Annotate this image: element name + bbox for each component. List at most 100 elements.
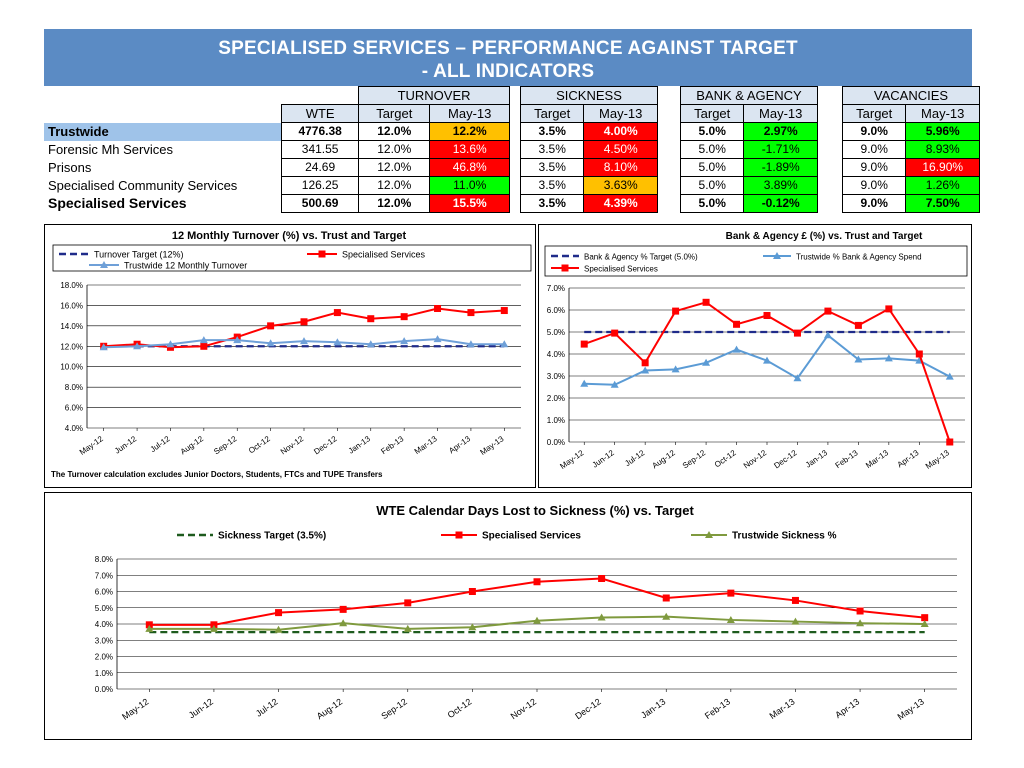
- y-tick-label: 2.0%: [547, 394, 565, 403]
- actual-cell: 15.5%: [429, 194, 510, 213]
- table-row: 3.5% 8.10%: [519, 158, 658, 177]
- legend-box: [544, 245, 968, 277]
- table-row: 3.5% 3.63%: [519, 176, 658, 195]
- bank-agency-chart-panel: Bank & Agency £ (%) vs. Trust and Target…: [538, 224, 972, 488]
- data-point: [641, 366, 650, 374]
- table-row: 5.0% -0.12%: [679, 194, 818, 213]
- x-tick-label: Sep-12: [379, 696, 409, 721]
- x-tick-label: Feb-13: [379, 434, 405, 456]
- data-point: [366, 340, 375, 348]
- y-tick-label: 5.0%: [547, 328, 565, 337]
- target-cell: 5.0%: [679, 122, 745, 141]
- x-tick-label: Aug-12: [179, 434, 206, 456]
- x-tick-label: Jun-12: [591, 448, 617, 470]
- y-tick-label: 6.0%: [95, 588, 113, 597]
- x-tick-label: Feb-13: [703, 696, 732, 721]
- x-tick-label: Mar-13: [864, 448, 890, 470]
- y-tick-label: 6.0%: [65, 404, 83, 413]
- row-label: Specialised Community Services: [48, 178, 238, 193]
- data-point: [854, 355, 863, 363]
- legend-label: Sickness Target (3.5%): [218, 531, 326, 542]
- data-point: [823, 331, 832, 339]
- turnover-chart: 12 Monthly Turnover (%) vs. Trust and Ta…: [51, 230, 532, 479]
- data-point: [727, 589, 735, 597]
- x-tick-label: Nov-12: [509, 696, 539, 721]
- table-row: Specialised Community Services 126.25 12.0…: [44, 176, 510, 195]
- data-point: [300, 318, 308, 326]
- data-point: [434, 304, 442, 312]
- data-point: [99, 343, 108, 351]
- turnover-chart-panel: 12 Monthly Turnover (%) vs. Trust and Ta…: [44, 224, 536, 488]
- legend-marker: [100, 261, 108, 268]
- row-label: Prisons: [48, 160, 92, 175]
- y-tick-label: 0.0%: [95, 685, 113, 694]
- kpi-table-area: TURNOVER WTE Target May-13 Trustwide 4776…: [44, 86, 984, 220]
- y-tick-label: 7.0%: [547, 284, 565, 293]
- x-tick-label: May-12: [78, 434, 105, 457]
- target-cell: 12.0%: [358, 194, 431, 213]
- legend-marker: [773, 252, 781, 259]
- data-point: [856, 607, 864, 615]
- legend-marker: [455, 531, 463, 539]
- x-tick-label: Feb-13: [834, 448, 860, 470]
- data-point: [145, 621, 153, 629]
- x-tick-label: May-13: [478, 434, 505, 457]
- data-point: [580, 340, 588, 348]
- data-point: [856, 619, 865, 627]
- header-month: May-13: [905, 104, 980, 123]
- table-row: 9.0% 5.96%: [841, 122, 980, 141]
- data-point: [468, 623, 477, 631]
- data-point: [433, 335, 442, 343]
- x-tick-label: Dec-12: [573, 696, 603, 721]
- header-bank-agency: BANK & AGENCY: [680, 86, 818, 105]
- actual-cell: 3.63%: [583, 176, 658, 195]
- target-cell: 5.0%: [679, 158, 745, 177]
- data-point: [793, 329, 801, 337]
- data-point: [598, 575, 606, 582]
- table-row: 5.0% 2.97%: [679, 122, 818, 141]
- y-tick-label: 14.0%: [60, 322, 83, 331]
- target-cell: 5.0%: [679, 176, 745, 195]
- target-cell: 3.5%: [519, 158, 585, 177]
- data-point: [274, 625, 283, 633]
- y-tick-label: 4.0%: [547, 350, 565, 359]
- target-cell: 12.0%: [358, 140, 431, 159]
- wte-cell: 500.69: [281, 194, 360, 213]
- wte-cell: 4776.38: [281, 122, 360, 141]
- kpi-table-vacancies: VACANCIES Target May-13 9.0% 5.96% 9.0% 8.9…: [841, 86, 980, 213]
- y-tick-label: 12.0%: [60, 342, 83, 351]
- target-cell: 9.0%: [841, 122, 907, 141]
- table-row: Prisons 24.69 12.0% 46.8%: [44, 158, 510, 177]
- data-point: [166, 340, 175, 348]
- data-point: [210, 621, 218, 629]
- data-point: [726, 615, 735, 623]
- target-cell: 12.0%: [358, 122, 431, 141]
- legend-label: Trustwide Sickness %: [732, 531, 837, 542]
- actual-cell: 12.2%: [429, 122, 510, 141]
- data-point: [662, 612, 671, 620]
- table-row: Trustwide 4776.38 12.0% 12.2%: [44, 122, 510, 141]
- wte-cell: 24.69: [281, 158, 360, 177]
- bank-agency-chart: Bank & Agency £ (%) vs. Trust and Target…: [544, 231, 968, 471]
- title-line-2: - ALL INDICATORS: [421, 61, 595, 82]
- data-point: [209, 624, 218, 632]
- x-tick-label: Sep-12: [681, 448, 708, 470]
- x-tick-label: Dec-12: [312, 434, 339, 456]
- header-month: May-13: [743, 104, 818, 123]
- x-tick-label: Jul-12: [149, 434, 172, 454]
- data-point: [824, 307, 832, 315]
- data-point: [339, 619, 348, 627]
- data-point: [333, 338, 342, 346]
- data-point: [580, 379, 589, 387]
- header-wte: WTE: [281, 104, 360, 123]
- row-label: Trustwide: [44, 122, 282, 141]
- actual-cell: 2.97%: [743, 122, 818, 141]
- x-tick-label: May-12: [558, 448, 585, 471]
- x-tick-label: Sep-12: [212, 434, 239, 456]
- data-point: [946, 438, 954, 446]
- target-cell: 3.5%: [519, 176, 585, 195]
- data-point: [199, 336, 208, 344]
- data-point: [200, 342, 208, 350]
- data-point: [611, 329, 619, 337]
- data-point: [793, 374, 802, 382]
